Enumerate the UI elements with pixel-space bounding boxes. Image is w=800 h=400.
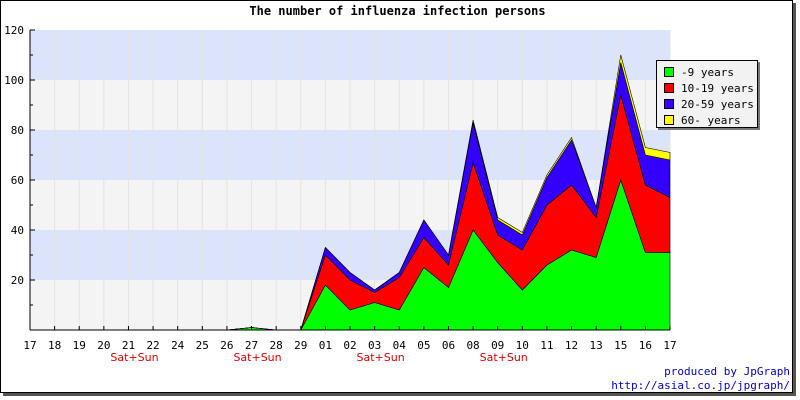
x-tick-label: 01 — [319, 339, 332, 352]
legend-label: -9 years — [681, 65, 734, 79]
chart-title: The number of influenza infection person… — [249, 4, 546, 18]
y-tick-label: 120 — [4, 24, 24, 37]
x-tick-label: 16 — [639, 339, 652, 352]
x-tick-label: 20 — [97, 339, 110, 352]
x-tick-label: 05 — [417, 339, 430, 352]
y-tick-label: 60 — [11, 174, 24, 187]
area-series-4 — [30, 54, 671, 331]
x-tick-label: 27 — [245, 339, 258, 352]
weekend-annotation: Sat+Sun — [233, 351, 281, 364]
x-tick-label: 11 — [540, 339, 553, 352]
x-tick-label: 26 — [220, 339, 233, 352]
x-tick-label: 24 — [171, 339, 185, 352]
y-tick-label: 20 — [11, 274, 24, 287]
weekend-annotation: Sat+Sun — [480, 351, 528, 364]
x-tick-label: 12 — [565, 339, 578, 352]
legend-item: 20-59 years — [664, 96, 757, 112]
legend-label: 20-59 years — [681, 97, 754, 111]
x-tick-label: 28 — [270, 339, 283, 352]
x-tick-label: 04 — [393, 339, 407, 352]
x-tick-label: 15 — [614, 339, 627, 352]
legend-swatch — [664, 99, 674, 109]
x-tick-label: 22 — [146, 339, 159, 352]
legend-label: 10-19 years — [681, 81, 754, 95]
credit-producer: produced by JpGraph — [664, 365, 790, 378]
x-tick-label: 17 — [663, 339, 676, 352]
x-tick-label: 10 — [516, 339, 529, 352]
x-tick-label: 06 — [442, 339, 455, 352]
legend-item: 10-19 years — [664, 80, 757, 96]
y-tick-label: 100 — [4, 74, 24, 87]
legend-swatch — [664, 115, 674, 125]
legend-item: -9 years — [664, 64, 757, 80]
y-tick-label: 40 — [11, 224, 24, 237]
y-tick-label: 80 — [11, 124, 24, 137]
weekend-annotation: Sat+Sun — [357, 351, 405, 364]
x-tick-label: 25 — [196, 339, 209, 352]
x-tick-label: 13 — [590, 339, 603, 352]
x-tick-label: 19 — [73, 339, 86, 352]
weekend-annotation: Sat+Sun — [110, 351, 158, 364]
x-tick-label: 03 — [368, 339, 381, 352]
legend-label: 60- years — [681, 113, 741, 127]
x-tick-label: 18 — [48, 339, 61, 352]
legend-swatch — [664, 67, 674, 77]
x-tick-label: 09 — [491, 339, 504, 352]
legend: -9 years 10-19 years 20-59 years 60- years — [656, 60, 758, 128]
x-tick-label: 21 — [122, 339, 135, 352]
credit-url[interactable]: http://asial.co.jp/jpgraph/ — [611, 379, 790, 392]
x-tick-label: 02 — [343, 339, 356, 352]
x-tick-label: 29 — [294, 339, 307, 352]
x-tick-label: 17 — [23, 339, 36, 352]
legend-swatch — [664, 83, 674, 93]
legend-item: 60- years — [664, 112, 757, 128]
x-tick-label: 08 — [466, 339, 479, 352]
